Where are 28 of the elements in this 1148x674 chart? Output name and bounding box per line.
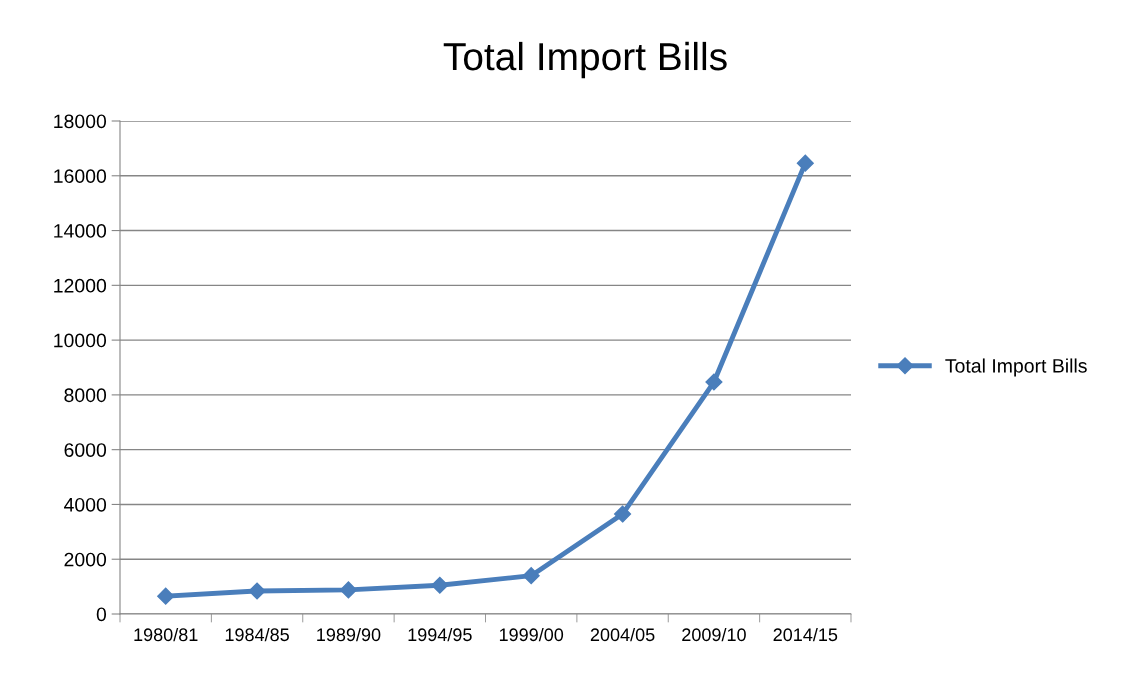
point [796, 154, 814, 172]
y-tick-label: 10000 [54, 333, 107, 348]
point [157, 587, 175, 605]
y-tick-label: 12000 [54, 278, 107, 293]
point [522, 567, 540, 585]
y-tick-label: 8000 [64, 388, 107, 403]
x-tick-label: 2009/10 [682, 627, 746, 642]
point [431, 576, 449, 594]
y-tick-label: 0 [96, 607, 107, 622]
x-tick-label: 1999/00 [499, 627, 564, 642]
x-tick-label: 2014/15 [773, 627, 838, 642]
x-tick-label: 1989/90 [317, 627, 381, 642]
chart-title: Total Import Bills [443, 41, 727, 79]
point [248, 582, 266, 600]
point [614, 505, 632, 523]
y-tick-label: 18000 [54, 114, 107, 129]
x-tick-label: 1994/95 [408, 627, 472, 642]
point [705, 373, 723, 391]
y-tick-label: 6000 [64, 443, 107, 457]
x-tick-label: 1984/85 [225, 627, 289, 642]
x-tick-label: 2004/05 [590, 627, 655, 642]
legend-label: Total Import Bills [945, 358, 1087, 377]
y-tick-label: 14000 [54, 224, 107, 238]
x-tick-label: 1980/81 [134, 627, 198, 642]
y-tick-label: 16000 [54, 169, 107, 184]
y-tick-label: 2000 [64, 552, 107, 567]
y-tick-label: 4000 [64, 497, 107, 512]
point [339, 581, 357, 599]
